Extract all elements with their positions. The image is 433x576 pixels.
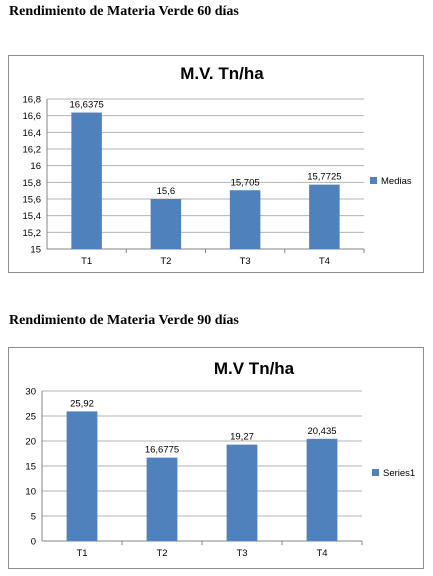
bar-chart-60-days: M.V. Tn/ha 15 15,2 15,4 15,6 15,8 16 16,2 16,4 16…	[23, 64, 412, 267]
y-tick-label: 10	[25, 487, 36, 498]
y-tick-label: 15	[25, 462, 36, 473]
section-heading-90-days: Rendimiento de Materia Verde 90 días	[9, 313, 239, 328]
bar-chart-90-days: M.V Tn/ha 0 5 10 15 20 25 30 25,92 T1 16,6775 T2 19,…	[25, 359, 415, 559]
legend-label: Medias	[381, 176, 412, 187]
x-tick-label: T1	[81, 256, 92, 267]
y-tick-label: 15,2	[23, 228, 42, 239]
bar	[309, 184, 340, 249]
bar	[71, 112, 102, 249]
y-tick-label: 16,6	[23, 111, 42, 122]
y-tick-label: 15	[30, 245, 41, 256]
x-tick-label: T1	[76, 548, 87, 559]
bar	[150, 199, 182, 249]
y-tick-label: 30	[25, 387, 36, 398]
y-tick-label: 0	[31, 537, 36, 548]
y-tick-label: 20	[25, 437, 36, 448]
bar	[229, 190, 261, 249]
y-tick-label: 15,4	[23, 211, 42, 222]
x-tick-label: T4	[316, 548, 327, 559]
data-label: 25,92	[70, 398, 94, 409]
y-tick-label: 16,4	[23, 128, 42, 139]
legend-label: Series1	[383, 468, 415, 479]
data-label: 15,6	[157, 186, 176, 197]
legend-swatch	[372, 469, 379, 476]
bar	[226, 444, 258, 541]
y-tick-label: 16,2	[23, 145, 42, 156]
chart-title: M.V. Tn/ha	[180, 64, 264, 83]
bar	[66, 411, 98, 541]
y-tick-label: 15,6	[23, 195, 42, 206]
chart-container-60-days: M.V. Tn/ha 15 15,2 15,4 15,6 15,8 16 16,2 16,4 16…	[8, 55, 424, 273]
x-tick-label: T3	[236, 548, 247, 559]
x-tick-label: T4	[319, 256, 330, 267]
y-tick-label: 16,8	[23, 95, 42, 106]
y-tick-label: 25	[25, 412, 36, 423]
x-tick-label: T2	[160, 256, 171, 267]
y-tick-label: 16	[30, 161, 41, 172]
x-tick-label: T3	[240, 256, 251, 267]
data-label: 16,6775	[145, 445, 179, 456]
section-heading-60-days: Rendimiento de Materia Verde 60 días	[9, 4, 239, 19]
data-label: 15,705	[231, 177, 260, 188]
data-label: 15,7725	[307, 172, 341, 183]
y-tick-label: 15,8	[23, 178, 42, 189]
x-tick-label: T2	[156, 548, 167, 559]
y-tick-label: 5	[31, 512, 36, 523]
data-label: 16,6375	[69, 100, 103, 111]
legend-swatch	[370, 177, 377, 184]
bar	[146, 457, 178, 541]
data-label: 19,27	[230, 432, 254, 443]
bar	[306, 438, 338, 541]
data-label: 20,435	[307, 426, 336, 437]
chart-title: M.V Tn/ha	[214, 359, 295, 378]
chart-container-90-days: M.V Tn/ha 0 5 10 15 20 25 30 25,92 T1 16,6775 T2 19,…	[8, 347, 424, 569]
